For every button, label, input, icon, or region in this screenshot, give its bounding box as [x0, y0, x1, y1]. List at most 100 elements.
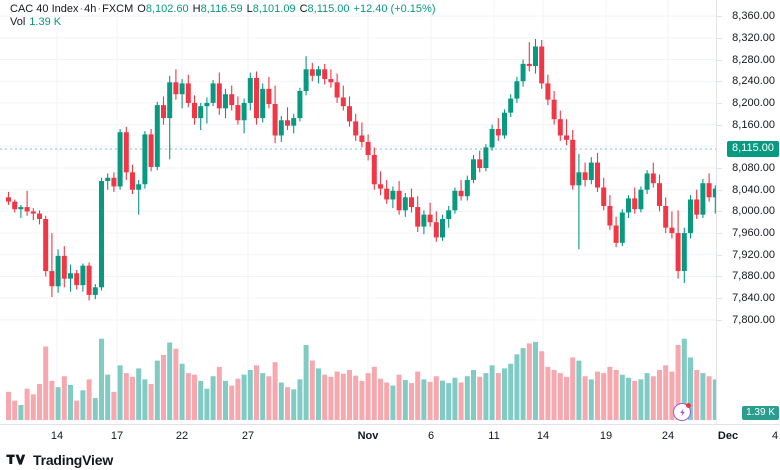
price-axis-tick-mark: [717, 59, 722, 61]
candle-body: [260, 88, 266, 119]
candle-body: [291, 118, 297, 126]
candle-body: [694, 199, 700, 215]
candle-body: [669, 227, 675, 234]
candle-body: [557, 119, 563, 136]
volume-bar: [613, 369, 619, 420]
volume-bar: [229, 385, 235, 420]
volume-bar: [371, 366, 377, 420]
candle-body: [440, 218, 445, 238]
candle-body: [278, 120, 284, 136]
price-axis-tick: 8,080.00: [732, 162, 775, 174]
candlestick: [148, 128, 154, 172]
volume-bar: [595, 371, 600, 420]
price-axis-tick-mark: [717, 37, 722, 39]
price-axis-tick-mark: [717, 16, 722, 18]
price-axis-tick: 8,040.00: [732, 183, 775, 196]
candlestick: [192, 95, 197, 125]
candle-body: [204, 102, 210, 107]
chart-plot-area[interactable]: [0, 0, 716, 424]
candle-body: [533, 46, 538, 67]
candle-body: [92, 287, 98, 295]
candle-body: [421, 214, 427, 227]
candle-body: [309, 69, 315, 76]
time-axis-tick: 6: [427, 430, 435, 442]
volume-bar: [117, 365, 123, 420]
bottom-bar: TradingView: [0, 448, 780, 470]
volume-bar: [309, 360, 315, 420]
candle-body: [316, 69, 321, 76]
volume-bar: [582, 376, 588, 420]
volume-bar: [49, 380, 55, 420]
volume-bar: [105, 374, 111, 420]
candle-body: [37, 213, 42, 219]
volume-bar: [167, 342, 173, 420]
candlestick: [638, 186, 644, 213]
volume-bar: [471, 369, 476, 420]
time-axis-tick: 22: [175, 430, 189, 442]
candlestick: [477, 150, 483, 173]
candlestick: [167, 75, 173, 160]
volume-bar: [663, 365, 669, 420]
candle-body: [24, 207, 30, 212]
candlestick: [371, 147, 377, 190]
volume-bar: [458, 382, 464, 420]
volume-bar: [601, 373, 607, 420]
candlestick: [328, 69, 334, 88]
candlestick: [520, 59, 526, 87]
candlestick: [117, 128, 123, 190]
tradingview-brand-text: TradingView: [33, 452, 114, 468]
candle-body: [86, 265, 92, 295]
candlestick: [6, 191, 11, 205]
price-axis-tick: 8,320.00: [732, 31, 775, 44]
volume-bar: [136, 368, 142, 420]
volume-bar: [92, 398, 98, 420]
current-price-badge[interactable]: 8,115.00: [726, 141, 779, 158]
volume-value-badge[interactable]: 1.39 K: [742, 406, 779, 420]
candle-body: [502, 112, 507, 136]
time-axis[interactable]: 14 17 22 27 Nov 6 11 14 19 24 Dec 4: [0, 424, 780, 449]
candle-body: [452, 190, 458, 211]
candlestick: [322, 63, 328, 85]
candle-body: [626, 198, 631, 213]
volume-bar: [18, 404, 24, 420]
candlestick: [669, 211, 675, 239]
candlestick: [644, 170, 650, 195]
candlestick: [105, 173, 111, 190]
candlestick: [508, 94, 514, 118]
volume-bar: [99, 338, 104, 420]
volume-bar: [508, 363, 514, 420]
alert-lightning-icon[interactable]: [673, 403, 691, 421]
candlestick: [489, 124, 495, 151]
candle-body: [371, 154, 377, 185]
candlestick: [688, 195, 693, 239]
volume-bar: [247, 369, 253, 420]
candle-body: [12, 201, 18, 210]
candle-body: [601, 187, 607, 206]
candle-body: [464, 179, 470, 197]
candlestick: [359, 122, 365, 148]
candle-body: [378, 184, 383, 189]
candlestick: [483, 144, 489, 172]
candle-body: [353, 121, 359, 136]
candle-body: [607, 205, 613, 226]
candlestick: [235, 96, 241, 125]
volume-bar: [216, 366, 222, 420]
candlestick: [291, 113, 297, 134]
volume-bar: [154, 360, 160, 420]
candlestick: [142, 131, 148, 189]
candlestick: [347, 96, 352, 127]
candlestick: [111, 172, 117, 192]
candlestick: [663, 197, 669, 234]
candlestick: [595, 152, 600, 192]
tradingview-logo-icon[interactable]: TradingView: [6, 452, 113, 468]
volume-bar: [464, 376, 470, 420]
volume-bar: [74, 400, 80, 420]
time-axis-tick: 19: [599, 430, 613, 442]
candlestick: [99, 177, 104, 291]
volume-bar: [588, 379, 594, 420]
candlestick: [650, 162, 656, 188]
volume-bar: [415, 371, 421, 420]
volume-bar: [706, 376, 712, 420]
volume-bar: [68, 384, 73, 420]
price-axis[interactable]: 8,360.00 8,320.00 8,280.00 8,240.00 8,200.00…: [716, 0, 780, 424]
